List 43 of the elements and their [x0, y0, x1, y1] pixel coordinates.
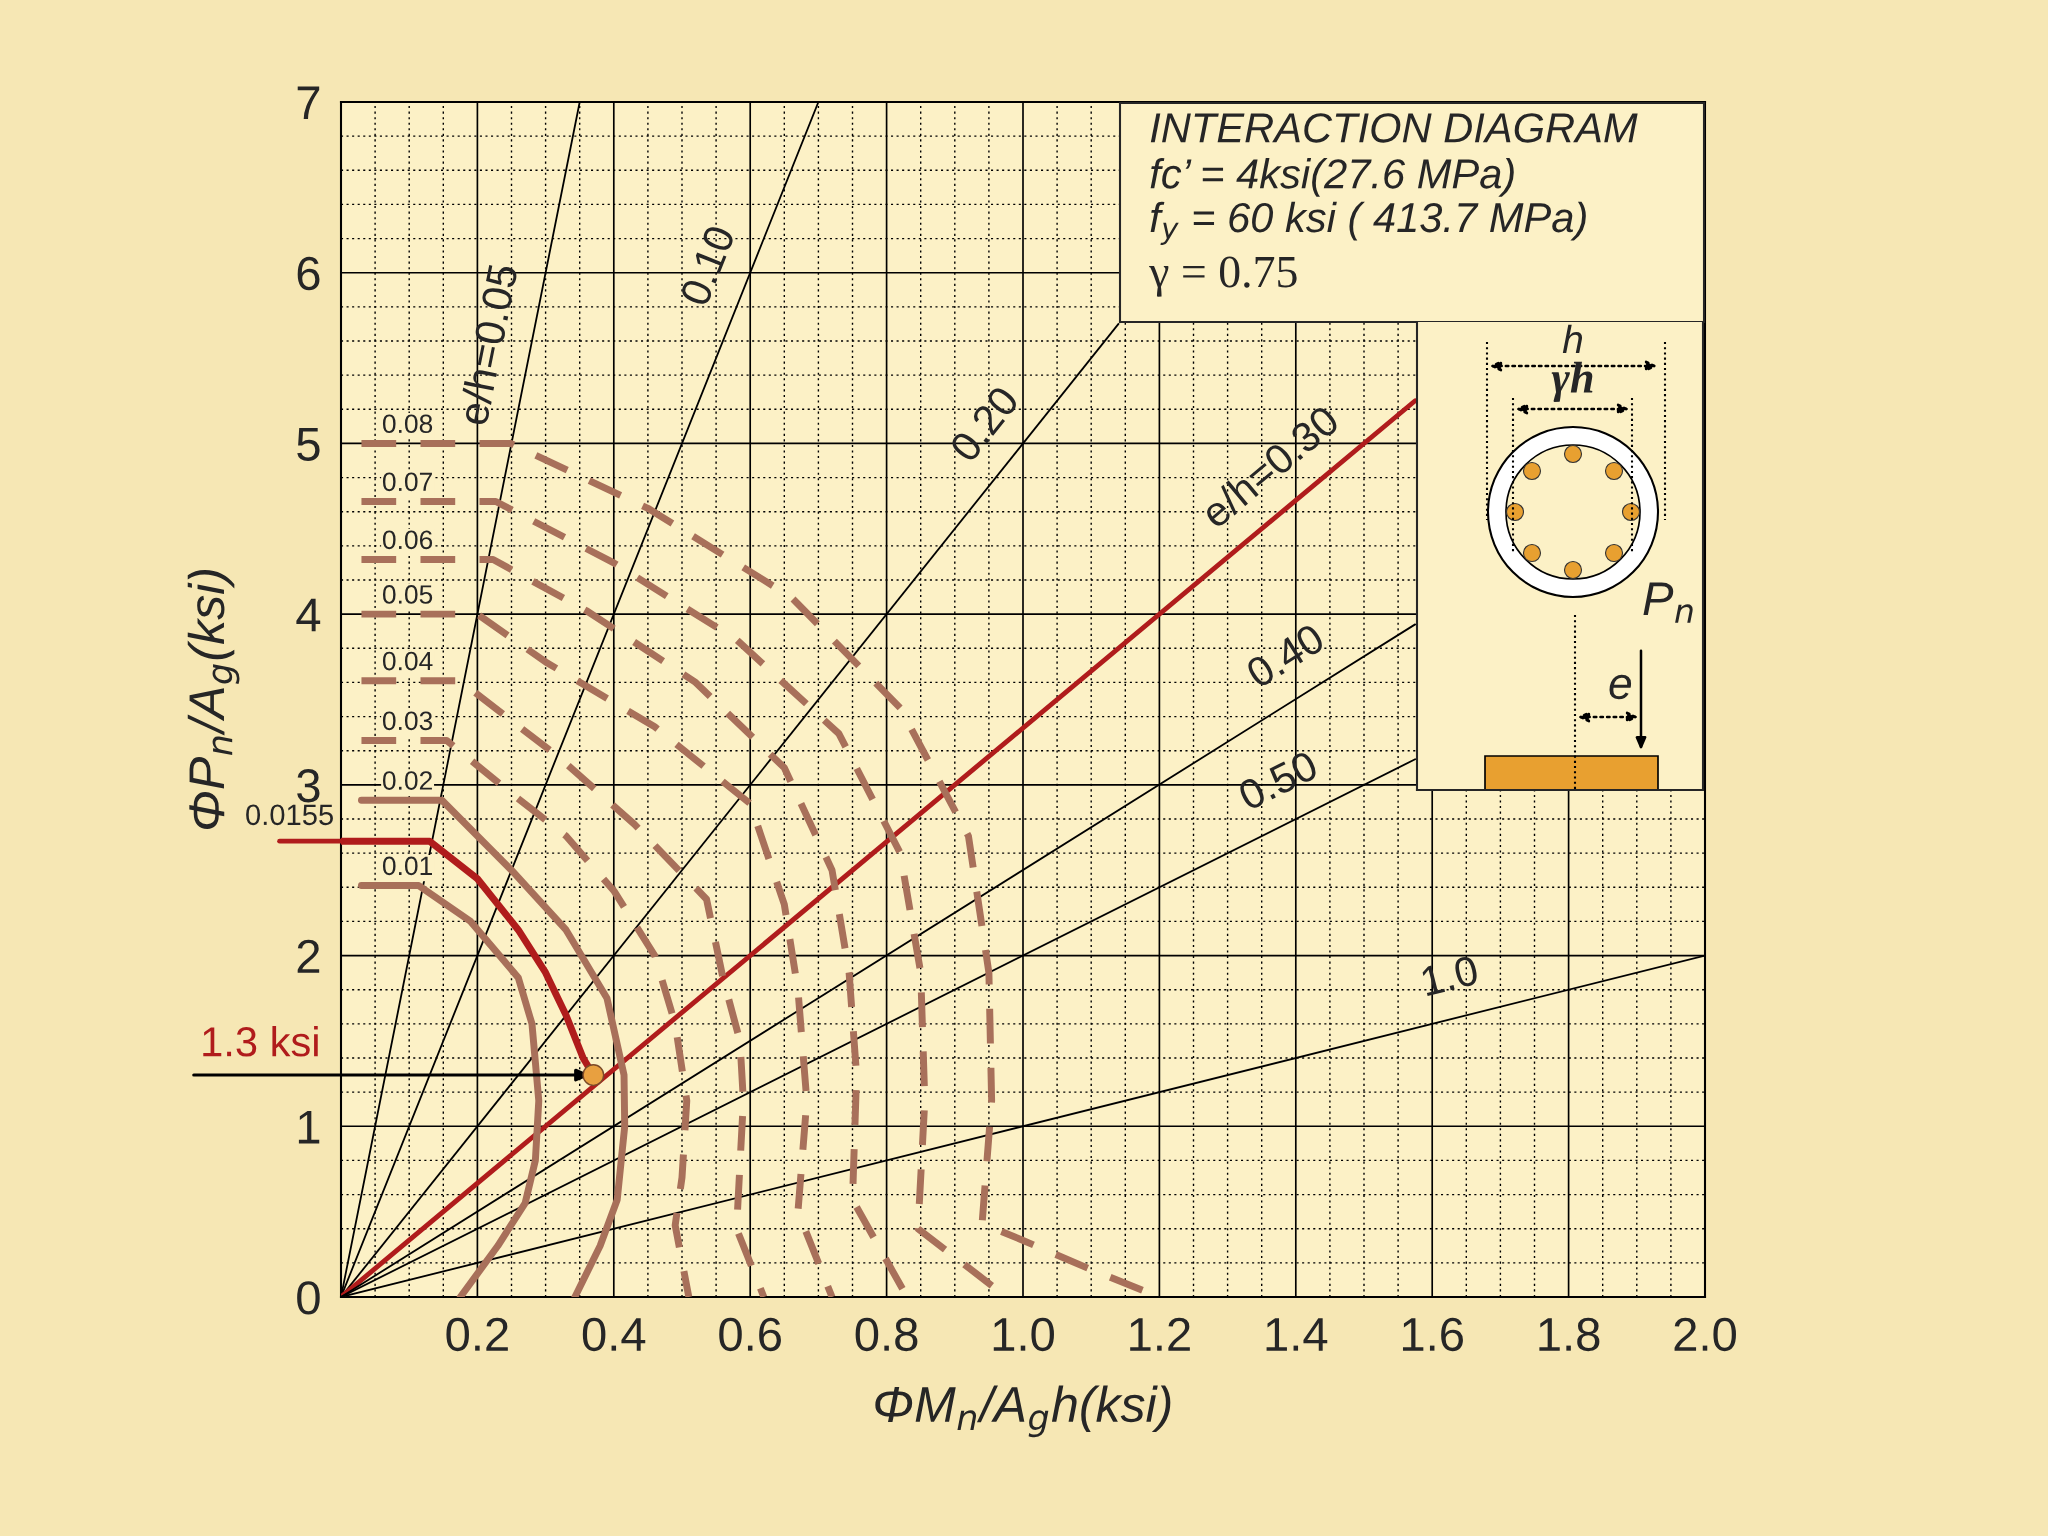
y-tick-label: 4: [296, 598, 321, 632]
y-tick-label: 0: [297, 1281, 320, 1315]
y-tick-label: 7: [297, 86, 320, 120]
x-tick-label: 0.6: [719, 1317, 781, 1352]
x-tick-label: 1.4: [1266, 1318, 1328, 1351]
annotation: 0.0155: [246, 804, 333, 826]
text: 1.0: [1420, 954, 1480, 997]
annotation: fc’ = 4ksi(27.6 MPa): [1150, 158, 1514, 197]
y-axis-title: ΦP$_{n}$/A$_{g}$(ksi): [187, 570, 240, 829]
y-tick-label: 2: [297, 939, 320, 973]
annotation: γh: [1551, 361, 1593, 402]
text: 0.40: [1244, 622, 1327, 689]
chart-title: INTERACTION DIAGRAM: [1150, 113, 1638, 143]
y-tick-label: 5: [297, 428, 320, 461]
series-label: 0.02: [382, 771, 432, 790]
series-label: 0.01: [382, 856, 432, 876]
x-tick-label: 1.6: [1402, 1317, 1463, 1352]
text: 0.50: [1236, 749, 1320, 812]
series-label: 0.05: [382, 585, 433, 604]
x-tick-label: 2.0: [1674, 1317, 1736, 1352]
annotation: 1.3 ksi: [203, 1025, 318, 1057]
y-tick-label: 6: [297, 256, 320, 291]
x-tick-label: 0.8: [855, 1317, 918, 1352]
x-tick-label: 1.2: [1130, 1317, 1190, 1351]
series-label: 0.04: [382, 651, 433, 671]
annotation: P$_{n}$: [1643, 582, 1693, 623]
annotation: h: [1562, 324, 1583, 353]
annotation: γ = 0.75: [1149, 256, 1297, 297]
annotation: e: [1609, 674, 1632, 700]
series-label: 0.07: [382, 472, 432, 492]
text: 0.10: [679, 223, 736, 308]
y-tick-label: 3: [297, 768, 320, 803]
annotation: f$_{y}$ = 60 ksi ( 413.7 MPa): [1150, 201, 1586, 245]
x-tick-label: 1.8: [1539, 1317, 1600, 1352]
x-tick-label: 0.4: [582, 1317, 646, 1352]
series-label: 0.03: [382, 711, 433, 731]
x-axis-title: ΦM$_{n}$/A$_{g}$h(ksi): [875, 1385, 1171, 1438]
text: e/h=0.05: [456, 263, 519, 426]
x-tick-label: 0.2: [446, 1317, 508, 1352]
series-label: 0.06: [382, 530, 433, 550]
series-label: 0.08: [382, 414, 433, 434]
y-tick-label: 1: [298, 1110, 320, 1144]
x-tick-label: 1.0: [993, 1317, 1054, 1352]
